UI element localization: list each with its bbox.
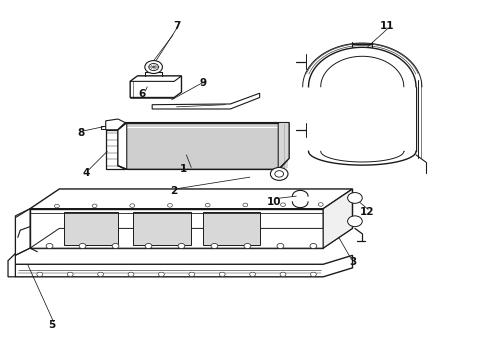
Circle shape: [130, 204, 135, 207]
Text: 3: 3: [349, 257, 356, 267]
Text: 12: 12: [360, 207, 374, 217]
Polygon shape: [133, 212, 191, 244]
Circle shape: [277, 243, 284, 248]
Polygon shape: [15, 209, 30, 255]
Circle shape: [178, 243, 185, 248]
Polygon shape: [309, 47, 416, 165]
Polygon shape: [130, 76, 181, 98]
Text: 11: 11: [379, 21, 394, 31]
Circle shape: [149, 63, 159, 71]
Circle shape: [46, 243, 53, 248]
Text: 2: 2: [171, 186, 178, 196]
Circle shape: [347, 193, 362, 203]
Circle shape: [158, 272, 164, 276]
Text: 4: 4: [82, 168, 90, 178]
Circle shape: [79, 243, 86, 248]
Polygon shape: [30, 228, 352, 248]
Text: 8: 8: [78, 129, 85, 138]
Polygon shape: [118, 123, 289, 169]
Polygon shape: [152, 93, 260, 109]
Circle shape: [347, 216, 362, 226]
Text: 9: 9: [200, 78, 207, 88]
Circle shape: [98, 272, 103, 276]
Circle shape: [311, 272, 317, 276]
Polygon shape: [106, 119, 125, 130]
Polygon shape: [8, 253, 15, 277]
Polygon shape: [15, 255, 352, 277]
Polygon shape: [106, 130, 125, 169]
Circle shape: [275, 171, 284, 177]
Text: 6: 6: [139, 89, 146, 99]
Polygon shape: [30, 189, 352, 209]
Circle shape: [310, 243, 317, 248]
Circle shape: [112, 243, 119, 248]
Text: 7: 7: [173, 21, 180, 31]
Polygon shape: [64, 212, 118, 244]
Circle shape: [270, 167, 288, 180]
Circle shape: [145, 243, 152, 248]
Circle shape: [168, 203, 172, 207]
Polygon shape: [30, 209, 323, 248]
Circle shape: [128, 272, 134, 276]
Polygon shape: [203, 212, 260, 244]
Circle shape: [211, 243, 218, 248]
Circle shape: [280, 272, 286, 276]
Circle shape: [219, 272, 225, 276]
Circle shape: [281, 203, 286, 207]
Polygon shape: [278, 123, 289, 169]
Text: 10: 10: [267, 197, 282, 207]
Circle shape: [318, 203, 323, 206]
Polygon shape: [106, 123, 125, 130]
Circle shape: [189, 272, 195, 276]
Circle shape: [250, 272, 255, 276]
Polygon shape: [130, 76, 181, 81]
Polygon shape: [118, 123, 127, 169]
Circle shape: [37, 272, 43, 276]
Circle shape: [67, 272, 73, 276]
Circle shape: [145, 60, 162, 73]
Text: 1: 1: [180, 164, 188, 174]
Circle shape: [205, 203, 210, 207]
Circle shape: [244, 243, 251, 248]
Circle shape: [54, 204, 59, 208]
Circle shape: [92, 204, 97, 208]
Circle shape: [243, 203, 248, 207]
Polygon shape: [323, 189, 352, 248]
Text: 5: 5: [49, 320, 56, 330]
